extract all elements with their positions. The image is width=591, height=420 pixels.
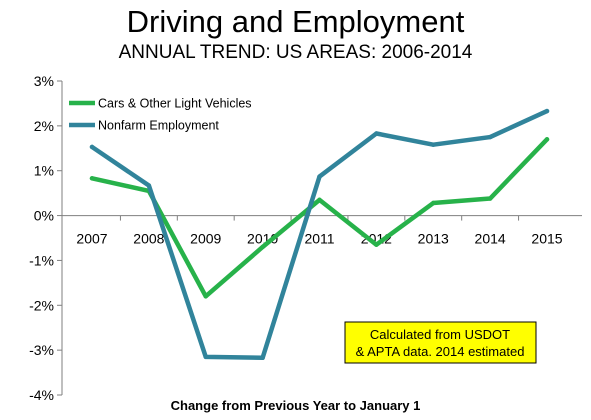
- x-tick-label: 2012: [361, 231, 392, 247]
- y-tick-label: 1%: [34, 163, 54, 179]
- y-tick-label: -4%: [29, 387, 54, 403]
- data-point: [487, 196, 493, 201]
- data-point: [431, 142, 436, 147]
- data-point: [203, 354, 208, 360]
- data-point: [317, 197, 322, 203]
- y-tick-label: -3%: [29, 342, 54, 358]
- y-tick-label: 2%: [34, 118, 54, 134]
- x-tick-label: 2014: [475, 231, 506, 247]
- chart-subtitle: ANNUAL TREND: US AREAS: 2006-2014: [118, 42, 473, 63]
- x-tick-label: 2013: [418, 231, 449, 247]
- data-point: [487, 134, 493, 140]
- data-point: [374, 131, 379, 136]
- y-tick-label: 3%: [34, 73, 54, 89]
- legend-label: Cars & Other Light Vehicles: [98, 97, 252, 111]
- data-point: [544, 137, 550, 142]
- x-tick-label: 2008: [133, 231, 164, 247]
- chart-title: Driving and Employment: [126, 4, 465, 39]
- y-tick-label: 0%: [34, 208, 54, 224]
- x-tick-label: 2011: [304, 231, 334, 247]
- data-point: [89, 144, 95, 150]
- note-box: [344, 321, 537, 364]
- x-tick-label: 2015: [531, 231, 562, 247]
- data-point: [260, 244, 265, 250]
- data-point: [544, 108, 550, 114]
- data-point: [89, 176, 95, 181]
- note-text: Calculated from USDOT: [370, 327, 510, 342]
- y-tick-label: -2%: [29, 297, 54, 313]
- data-point: [317, 174, 322, 179]
- data-point: [146, 183, 152, 188]
- note-text: & APTA data. 2014 estimated: [356, 344, 525, 359]
- data-point: [203, 294, 208, 299]
- x-tick-label: 2007: [76, 231, 107, 247]
- legend-label: Nonfarm Employment: [98, 119, 219, 133]
- data-point: [431, 200, 436, 206]
- y-tick-label: -1%: [29, 252, 54, 268]
- data-point: [374, 242, 379, 247]
- x-tick-label: 2009: [190, 231, 221, 247]
- x-axis-label: Change from Previous Year to January 1: [170, 398, 421, 413]
- data-point: [260, 355, 265, 360]
